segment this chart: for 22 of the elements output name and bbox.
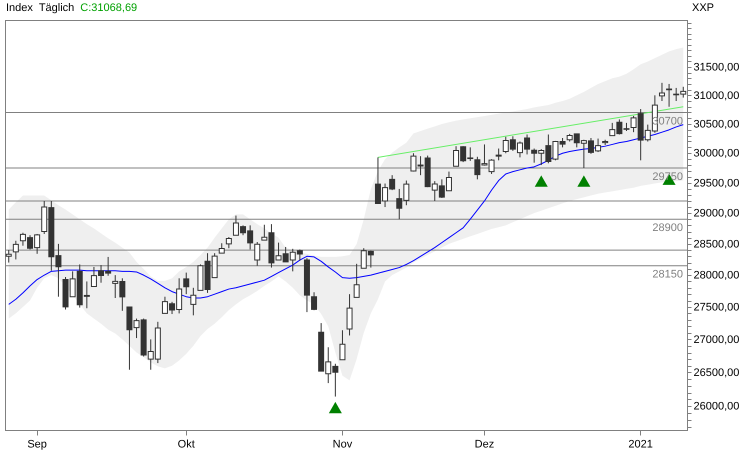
x-tick-label: Nov [332,438,353,450]
x-tick-label: Okt [178,438,195,450]
ref-line-label: 28150 [652,268,683,281]
y-tick-label: 28000,00 [694,270,740,282]
y-tick-label: 26500,00 [694,366,740,379]
y-tick-label: 26000,00 [694,400,740,413]
text: C:31068,69 [80,2,138,14]
y-tick-label: 31000,00 [694,90,740,102]
x-tick-label: 2021 [628,438,653,450]
y-tick-label: 27000,00 [694,334,740,346]
x-tick-label: Sep [27,438,47,450]
y-tick-label: 29500,00 [694,177,740,190]
text: XXP [692,2,714,14]
y-tick-label: 28500,00 [694,238,740,250]
y-tick-label: 30000,00 [694,148,740,160]
y-tick-label: 31500,00 [694,62,740,74]
x-tick-label: Dez [474,438,494,450]
ref-line-label: 28900 [652,222,683,234]
y-tick-label: 30500,00 [694,118,740,131]
y-tick-label: 29000,00 [694,208,740,220]
chart-title: Index Täglich [6,2,74,14]
y-tick-label: 27500,00 [694,301,740,314]
